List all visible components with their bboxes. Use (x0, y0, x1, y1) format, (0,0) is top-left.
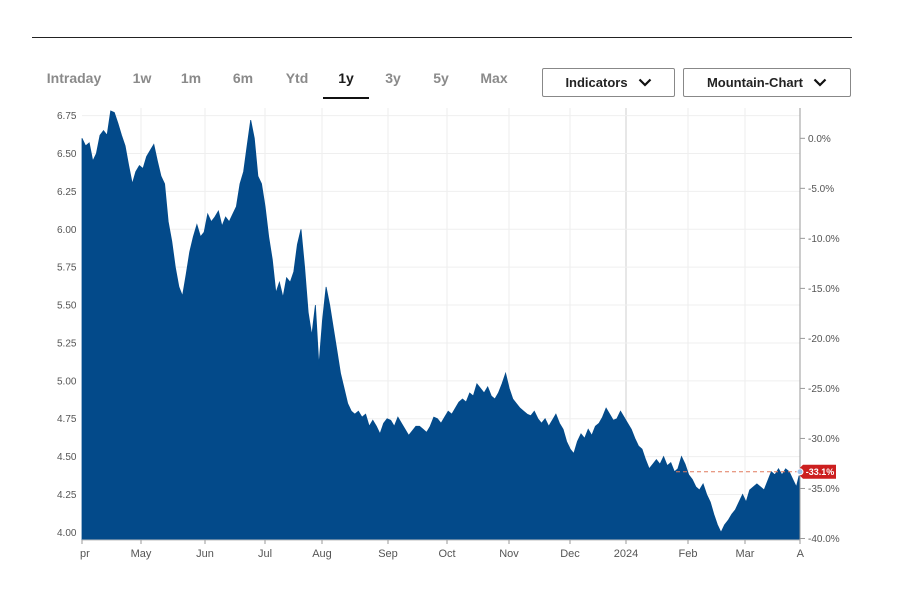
y-tick-label-right: 0.0% (808, 134, 831, 145)
y-tick-label-right: -35.0% (808, 484, 840, 495)
current-price-dot-front (796, 468, 804, 476)
x-tick-label: A (797, 548, 805, 560)
x-tick-label: Aug (312, 548, 332, 560)
y-tick-label-left: 6.25 (57, 187, 77, 198)
y-tick-label-left: 4.00 (57, 528, 77, 539)
y-tick-label-left: 5.50 (57, 301, 77, 312)
change-badge-label: -33.1% (806, 467, 835, 477)
range-tab-5y[interactable]: 5y (433, 70, 449, 86)
x-tick-label: Jul (258, 548, 272, 560)
x-tick-label: Feb (679, 548, 698, 560)
y-tick-label-left: 4.75 (57, 414, 77, 425)
x-tick-label: Oct (438, 548, 455, 560)
y-tick-label-right: -15.0% (808, 284, 840, 295)
chevron-down-icon (638, 78, 651, 87)
x-tick-label: Dec (560, 548, 580, 560)
y-tick-label-right: -10.0% (808, 234, 840, 245)
chart-type-dropdown[interactable]: Mountain-Chart (683, 68, 851, 97)
y-tick-label-left: 5.75 (57, 263, 77, 274)
range-tab-1m[interactable]: 1m (180, 70, 202, 86)
chart-type-label: Mountain-Chart (706, 75, 804, 90)
indicators-label: Indicators (565, 75, 628, 90)
x-tick-label: pr (80, 548, 90, 560)
y-tick-label-left: 6.00 (57, 225, 77, 236)
x-tick-label: 2024 (614, 548, 638, 560)
y-tick-label-left: 6.75 (57, 111, 77, 122)
change-badge (796, 464, 836, 479)
x-tick-label: Sep (378, 548, 398, 560)
y-tick-label-right: -20.0% (808, 334, 840, 345)
price-area[interactable] (81, 110, 801, 541)
top-divider (32, 37, 852, 38)
range-tab-ytd[interactable]: Ytd (285, 70, 309, 86)
y-tick-label-left: 5.25 (57, 338, 77, 349)
active-tab-underline (323, 97, 369, 99)
y-tick-label-right: -25.0% (808, 384, 840, 395)
y-tick-label-right: -40.0% (808, 534, 840, 545)
chevron-down-icon (813, 78, 827, 87)
x-tick-label: Jun (196, 548, 214, 560)
y-tick-label-right: -5.0% (808, 184, 834, 195)
y-tick-label-left: 6.50 (57, 149, 77, 160)
x-tick-label: Mar (736, 548, 755, 560)
range-tab-max[interactable]: Max (480, 70, 508, 86)
y-tick-label-left: 4.25 (57, 490, 77, 501)
range-tab-1y[interactable]: 1y (338, 70, 354, 86)
range-tab-3y[interactable]: 3y (385, 70, 401, 86)
range-tab-1w[interactable]: 1w (132, 70, 152, 86)
y-tick-label-left: 5.00 (57, 376, 77, 387)
x-tick-label: Nov (499, 548, 519, 560)
y-tick-label-left: 4.50 (57, 452, 77, 463)
range-tab-intraday[interactable]: Intraday (46, 70, 102, 86)
indicators-dropdown[interactable]: Indicators (542, 68, 675, 97)
x-tick-label: May (131, 548, 152, 560)
range-tab-6m[interactable]: 6m (232, 70, 254, 86)
y-tick-label-right: -30.0% (808, 434, 840, 445)
